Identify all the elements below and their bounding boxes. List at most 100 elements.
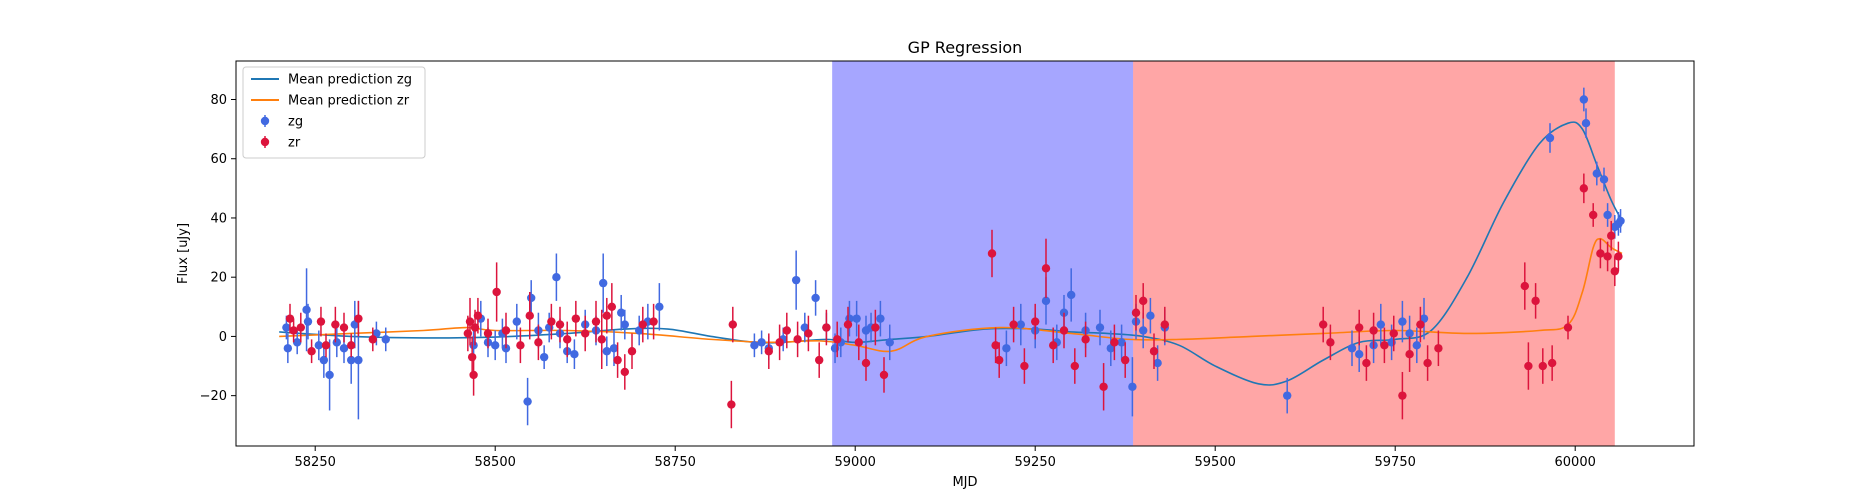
marker-zg — [539, 352, 549, 362]
marker-zr — [331, 320, 340, 329]
point-zr — [1020, 348, 1029, 384]
x-tick: 58250 — [295, 446, 336, 470]
point-zr — [1524, 342, 1533, 390]
point-zg — [1376, 303, 1386, 346]
point-zg — [757, 330, 766, 355]
marker-zg — [617, 308, 626, 317]
marker-zg — [885, 338, 894, 347]
marker-zg — [609, 344, 619, 353]
legend-swatch — [260, 137, 270, 147]
marker-zg — [620, 320, 629, 329]
point-zr — [321, 333, 331, 358]
x-tick: 59500 — [1195, 446, 1236, 470]
legend-label: zg — [288, 115, 303, 130]
marker-zg — [757, 338, 766, 347]
x-tick-label: 59250 — [1015, 455, 1056, 470]
point-zr — [1326, 324, 1335, 361]
point-zr — [368, 327, 377, 352]
legend-box — [242, 66, 426, 159]
marker-zg — [655, 302, 664, 312]
marker-zr — [1423, 358, 1432, 368]
marker-zg — [1146, 311, 1155, 320]
point-zr — [1099, 363, 1108, 411]
point-zr — [307, 339, 316, 364]
point-zr — [534, 324, 543, 361]
point-zr — [483, 318, 493, 349]
marker-zg — [1603, 210, 1612, 220]
marker-zg — [1387, 338, 1396, 347]
marker-zg — [1283, 391, 1292, 400]
point-zg — [1616, 209, 1625, 233]
point-zg — [314, 330, 323, 361]
point-zr — [339, 312, 349, 343]
marker-zr — [607, 302, 617, 312]
marker-zg — [570, 349, 579, 359]
point-zr — [1614, 241, 1623, 272]
point-zr — [1405, 336, 1414, 372]
point-zr — [1369, 312, 1378, 349]
marker-zg — [1002, 344, 1011, 353]
marker-zr — [854, 338, 863, 347]
marker-zg — [750, 341, 759, 350]
marker-zr — [1579, 184, 1589, 193]
marker-zr — [316, 317, 326, 326]
marker-zg — [381, 335, 390, 344]
marker-zr — [1319, 320, 1328, 329]
marker-zg — [1041, 296, 1051, 306]
point-zr — [547, 303, 556, 340]
point-zr — [1579, 173, 1589, 204]
marker-zr — [1589, 210, 1598, 220]
y-tick: 40 — [210, 211, 236, 226]
point-zr — [1362, 345, 1371, 381]
point-zr — [1131, 294, 1141, 331]
marker-zr — [1547, 358, 1557, 368]
marker-zr — [995, 355, 1004, 365]
marker-zg — [552, 272, 561, 282]
y-tick: 20 — [210, 271, 236, 286]
marker-zr — [591, 317, 601, 326]
point-zg — [791, 250, 801, 310]
point-zr — [879, 357, 889, 393]
marker-zr — [1416, 320, 1425, 329]
point-zr — [525, 292, 534, 340]
point-zr — [861, 345, 871, 381]
point-zg — [599, 253, 608, 313]
marker-zr — [492, 287, 501, 297]
y-tick: 60 — [210, 152, 236, 167]
point-zr — [469, 354, 478, 396]
point-zr — [991, 327, 1000, 364]
y-tick-label: 20 — [210, 271, 227, 286]
point-zr — [1434, 330, 1443, 367]
point-zr — [1070, 348, 1080, 384]
marker-zr — [571, 314, 581, 323]
marker-zg — [332, 338, 341, 347]
point-zr — [501, 312, 511, 349]
legend-label: zr — [288, 136, 301, 151]
marker-zr — [467, 352, 477, 362]
point-zr — [597, 309, 606, 369]
marker-zr — [620, 367, 629, 377]
point-zg — [1412, 327, 1422, 364]
point-zg — [1398, 300, 1407, 343]
marker-zg — [791, 275, 801, 285]
point-zr — [289, 318, 298, 343]
marker-zg — [1581, 118, 1591, 128]
marker-zr — [483, 329, 493, 338]
point-zr — [793, 321, 802, 358]
x-tick: 59750 — [1375, 446, 1416, 470]
point-zr — [815, 342, 824, 378]
marker-zr — [296, 323, 305, 332]
marker-zg — [1405, 329, 1414, 338]
marker-zr — [1531, 296, 1540, 306]
marker-zr — [1121, 355, 1130, 365]
point-zr — [871, 309, 880, 346]
point-zr — [620, 354, 629, 390]
marker-zr — [1110, 338, 1119, 347]
marker-zr — [1131, 308, 1141, 317]
marker-zg — [1139, 326, 1148, 335]
y-tick-label: 0 — [219, 330, 227, 345]
marker-zr — [1538, 361, 1548, 371]
marker-zr — [547, 317, 556, 326]
marker-zg — [1412, 341, 1422, 350]
marker-zr — [1563, 323, 1573, 332]
